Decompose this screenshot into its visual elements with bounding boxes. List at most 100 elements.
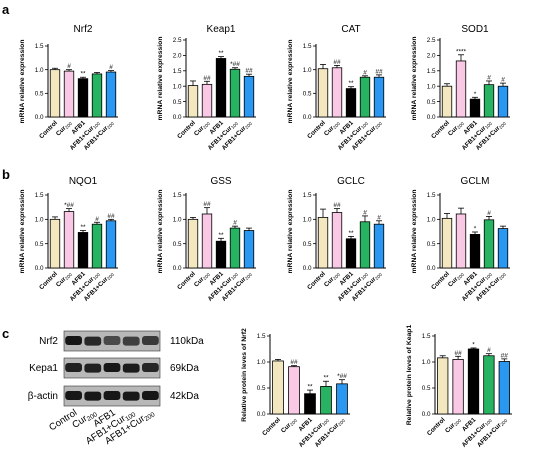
significance-label: # xyxy=(233,220,237,227)
chart-title: Nrf2 xyxy=(74,24,93,35)
blot-band xyxy=(122,336,140,346)
blot-band xyxy=(122,391,140,401)
x-category-label: Cur200 xyxy=(444,416,463,435)
significance-label: # xyxy=(109,64,113,71)
y-axis-label: mRNA relative expression xyxy=(287,40,294,124)
x-category-label: Cur200 xyxy=(55,119,74,138)
blot-kda-label: 69kDa xyxy=(170,363,199,374)
y-tick-label: 0.0 xyxy=(422,411,431,418)
y-tick-label: 2.5 xyxy=(173,37,182,44)
x-category-label: Cur200 xyxy=(280,416,299,435)
y-tick-label: 0.5 xyxy=(35,91,44,98)
chart-title: GSS xyxy=(210,176,231,187)
y-tick-label: 1.5 xyxy=(257,333,266,340)
significance-label: ## xyxy=(333,202,341,209)
bar-cur200 xyxy=(455,60,467,118)
y-tick-label: 0.0 xyxy=(303,265,312,272)
y-tick-label: 1.0 xyxy=(257,359,266,366)
bar-afb1-cur100 xyxy=(91,223,103,269)
significance-label: ** xyxy=(307,384,313,391)
significance-label: ## xyxy=(107,213,115,220)
y-tick-label: 2.0 xyxy=(173,53,182,60)
y-tick-label: 1.5 xyxy=(427,68,436,75)
blot-kda-label: 42kDa xyxy=(170,391,199,402)
y-tick-label: 1.0 xyxy=(35,217,44,224)
bar-afb1 xyxy=(77,232,89,269)
blot-band xyxy=(103,391,121,400)
bar-control xyxy=(317,68,329,118)
blot-band xyxy=(65,336,82,345)
significance-label: # xyxy=(487,74,491,81)
y-tick-label: 0.5 xyxy=(173,99,182,106)
significance-label: # xyxy=(501,77,505,84)
significance-label: * xyxy=(474,225,477,232)
panel-letter-a: a xyxy=(2,2,10,17)
x-category-label: Control xyxy=(306,119,327,140)
y-tick-label: 1.5 xyxy=(35,192,44,199)
chart-nqo1: NQO1 mRNA relative expression 0.0 0.5 1.0 1.5… xyxy=(19,176,118,303)
chart-title: SOD1 xyxy=(461,24,489,35)
bar-control xyxy=(187,218,199,269)
significance-label: *## xyxy=(64,202,74,209)
x-category-label: Control xyxy=(430,119,451,140)
y-tick-label: 0.5 xyxy=(427,99,436,106)
bar-afb1-cur200 xyxy=(243,230,255,269)
bar-control xyxy=(49,218,61,269)
blot-row-label: Nrf2 xyxy=(39,336,58,347)
y-tick-label: 1.0 xyxy=(422,359,431,366)
y-tick-label: 1.5 xyxy=(422,333,431,340)
significance-label: ** xyxy=(80,71,86,78)
bar-afb1-cur200 xyxy=(498,361,510,415)
y-axis-label: Relative protein leves of Nrf2 xyxy=(241,328,248,422)
bar-cur200 xyxy=(201,213,213,269)
x-category-label: Cur200 xyxy=(323,119,342,138)
y-tick-label: 1.5 xyxy=(303,43,312,50)
bar-cur200 xyxy=(288,366,300,415)
bar-afb1-cur100 xyxy=(483,84,495,118)
y-tick-label: 1.0 xyxy=(35,67,44,74)
significance-label: # xyxy=(377,214,381,221)
significance-label: ** xyxy=(218,232,224,239)
y-tick-label: 0.5 xyxy=(303,91,312,98)
significance-label: ** xyxy=(218,50,224,57)
bar-afb1-cur200 xyxy=(497,228,509,269)
significance-label: # xyxy=(95,216,99,223)
bar-cur200 xyxy=(63,70,75,118)
y-tick-label: 0.5 xyxy=(257,385,266,392)
y-tick-label: 0.0 xyxy=(427,265,436,272)
chart-title: NQO1 xyxy=(69,176,98,187)
bar-afb1 xyxy=(304,393,316,415)
bar-afb1-cur200 xyxy=(373,76,385,118)
bar-cur200 xyxy=(331,212,343,269)
chart-gclm: GCLM mRNA relative expression 0.0 0.5 1.0 1.5… xyxy=(411,176,510,303)
significance-label: ## xyxy=(203,75,211,82)
y-tick-label: 1.5 xyxy=(427,192,436,199)
bar-control xyxy=(187,85,199,118)
bar-control xyxy=(441,85,453,118)
bar-control xyxy=(437,357,449,415)
blot-band xyxy=(103,336,121,345)
significance-label: ## xyxy=(454,350,462,357)
bar-afb1-cur100 xyxy=(229,68,241,118)
significance-label: ** xyxy=(348,230,354,237)
y-axis-label: mRNA relative expression xyxy=(411,190,418,274)
x-category-label: Cur200 xyxy=(447,119,466,138)
bar-afb1-cur200 xyxy=(105,71,117,118)
x-category-label: Cur200 xyxy=(193,119,212,138)
bar-control xyxy=(441,217,453,269)
bar-afb1-cur100 xyxy=(483,355,495,415)
y-tick-label: 0.0 xyxy=(35,265,44,272)
y-tick-label: 0.0 xyxy=(173,114,182,121)
significance-label: # xyxy=(487,347,491,354)
bar-cur200 xyxy=(331,67,343,118)
x-category-label: Control xyxy=(176,270,197,291)
y-tick-label: 2.5 xyxy=(427,37,436,44)
x-category-label: Control xyxy=(38,119,59,140)
significance-label: ** xyxy=(348,80,354,87)
x-category-label: Control xyxy=(426,416,447,437)
significance-label: # xyxy=(487,210,491,217)
bar-cur200 xyxy=(455,213,467,269)
bar-afb1 xyxy=(215,58,227,118)
bar-charts: Nrf2 mRNA relative expression 0.0 0.5 1.0 1.5… xyxy=(19,24,512,449)
chart-title: GCLC xyxy=(337,176,365,187)
